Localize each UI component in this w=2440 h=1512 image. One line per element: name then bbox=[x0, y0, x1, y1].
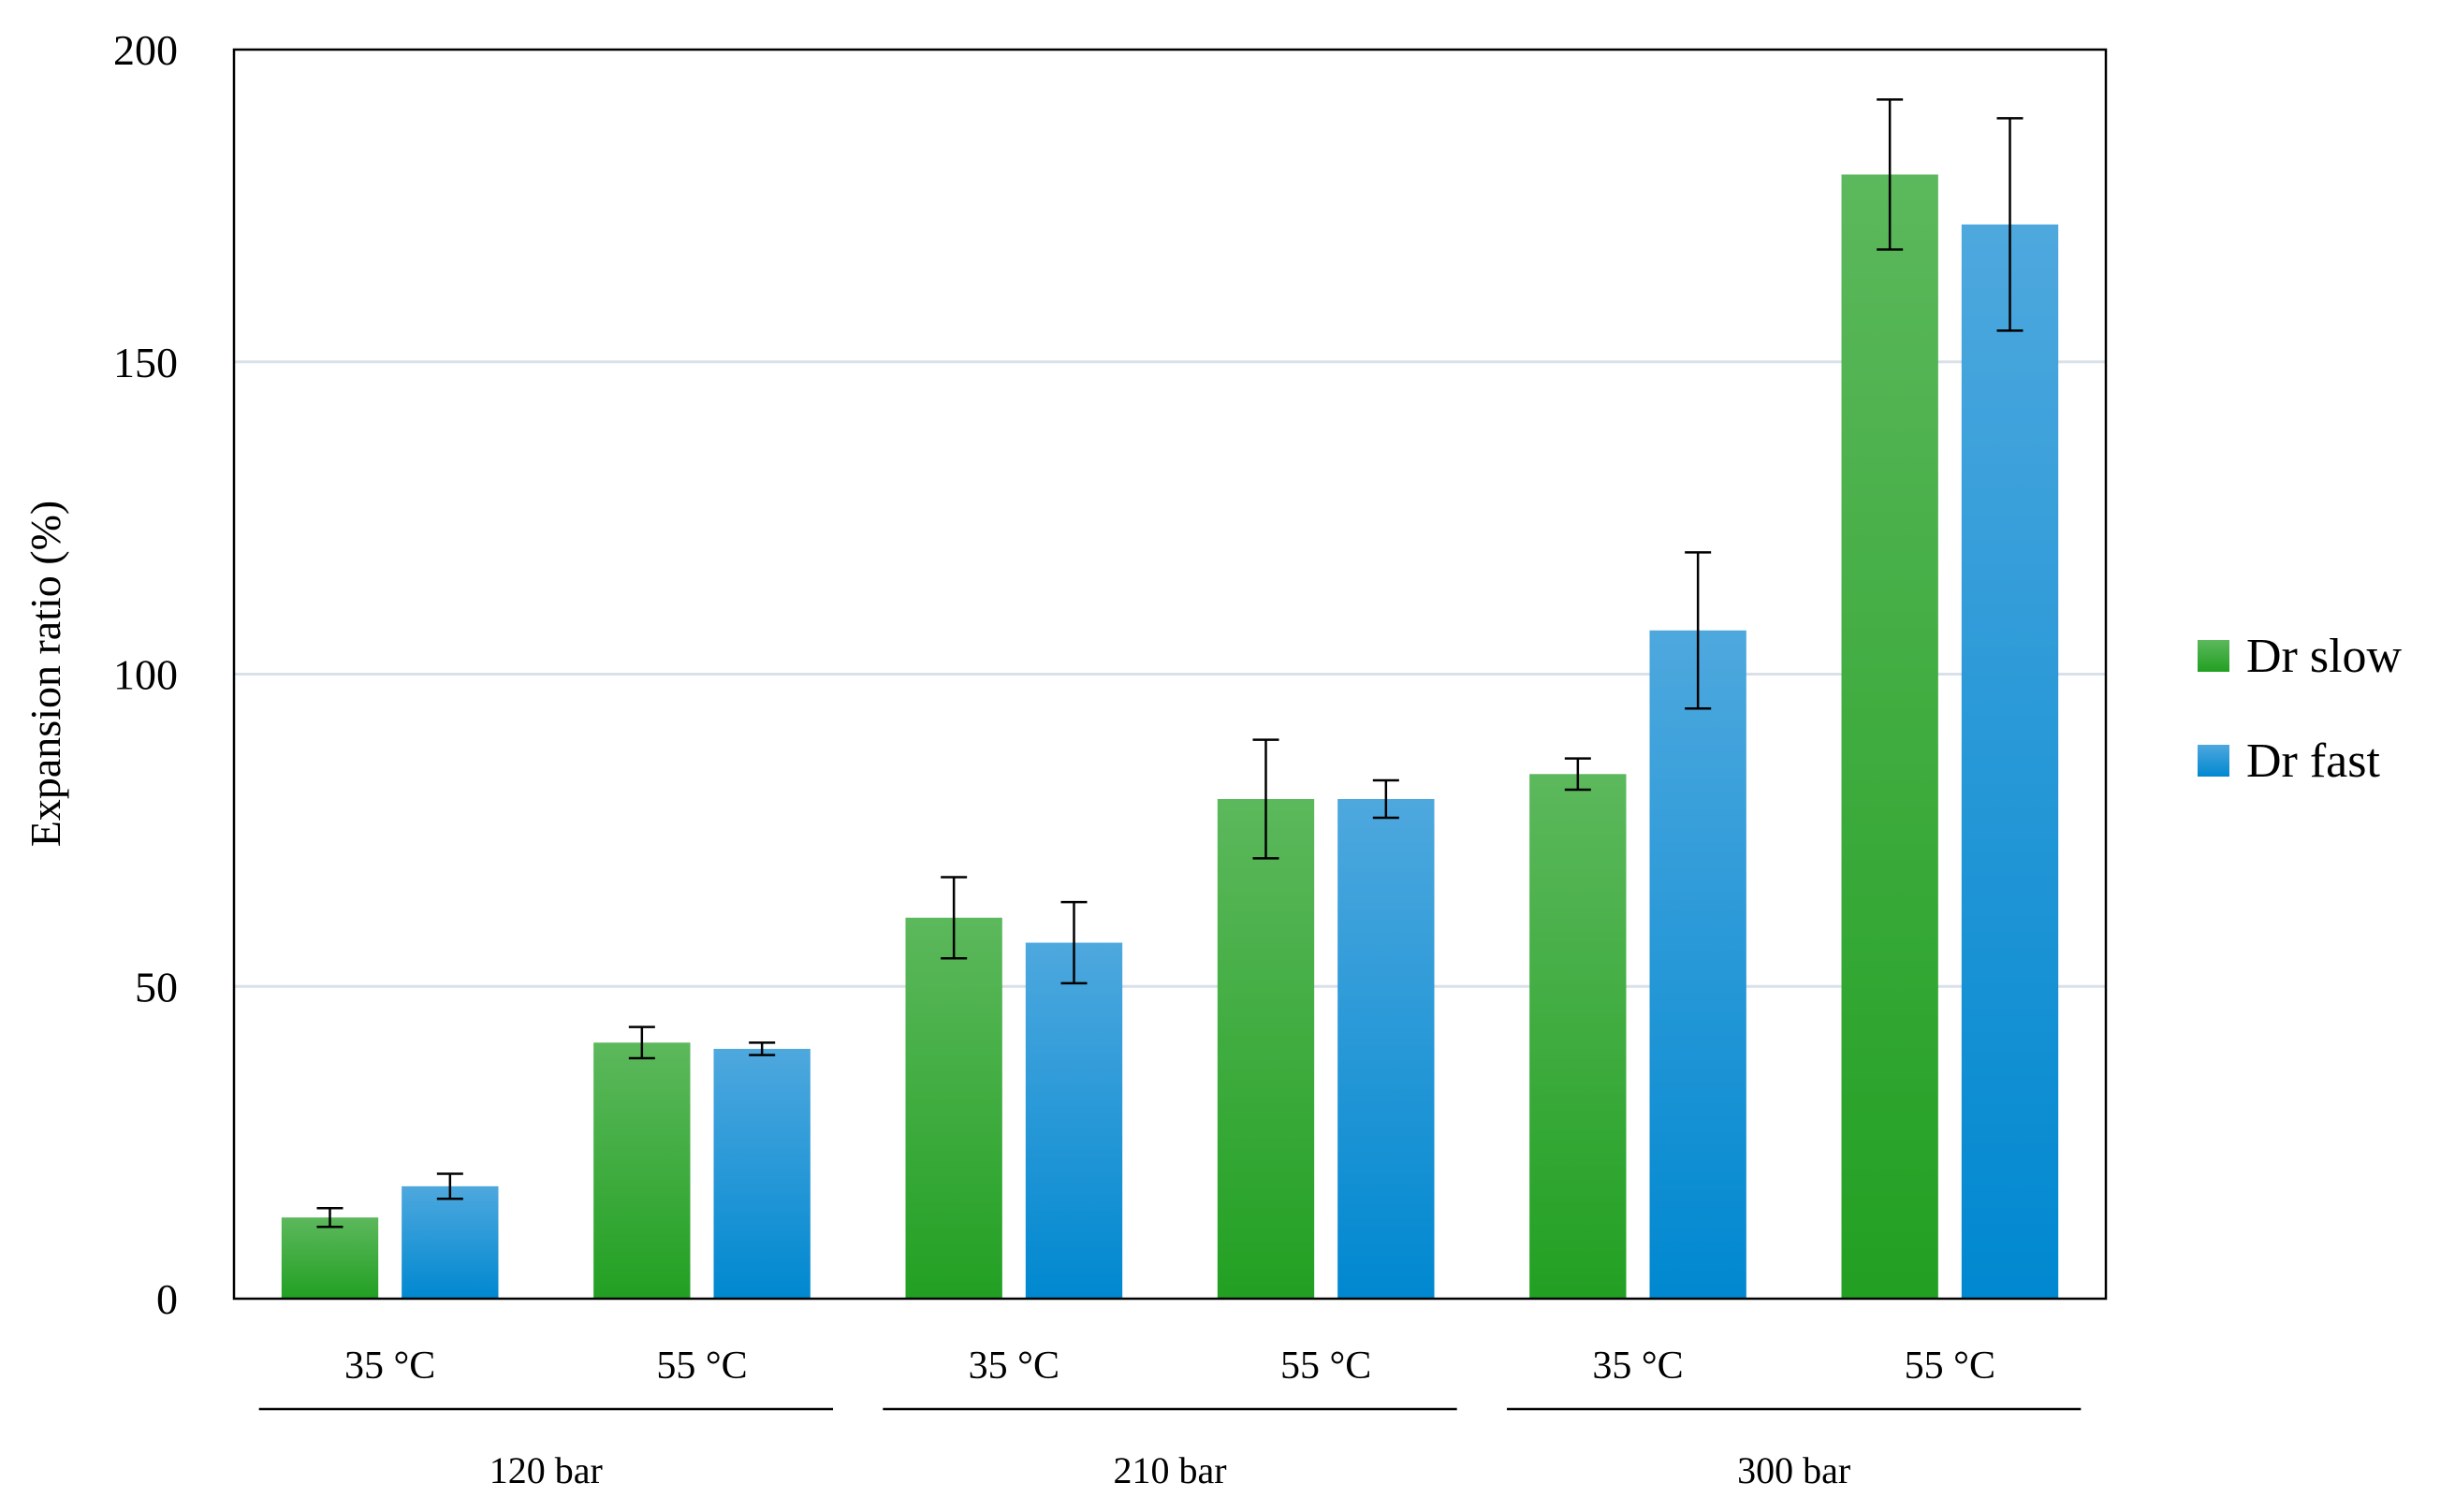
x-category-label: 35 °C bbox=[344, 1345, 435, 1388]
bar-dr-fast bbox=[1961, 224, 2059, 1299]
y-tick-label: 0 bbox=[156, 1275, 178, 1323]
y-tick-label: 200 bbox=[113, 26, 178, 74]
bar-dr-fast bbox=[1337, 799, 1435, 1299]
legend-swatch bbox=[2198, 745, 2229, 777]
bar-dr-fast bbox=[713, 1049, 811, 1299]
bar-dr-slow bbox=[281, 1217, 379, 1299]
x-group-label: 210 bar bbox=[1113, 1449, 1226, 1491]
x-category-label: 55 °C bbox=[656, 1345, 747, 1388]
y-tick-label: 100 bbox=[113, 651, 178, 699]
x-category-labels: 35 °C 55 °C 35 °C 55 °C 35 °C 55 °C bbox=[344, 1345, 1995, 1388]
x-group-label: 300 bar bbox=[1737, 1449, 1850, 1491]
bar-dr-slow bbox=[1217, 799, 1315, 1299]
x-category-label: 35 °C bbox=[969, 1345, 1059, 1388]
bar-dr-fast bbox=[1649, 630, 1746, 1299]
bar-dr-slow bbox=[1529, 774, 1627, 1299]
y-axis-label: Expansion ratio (%) bbox=[22, 501, 69, 847]
error-bars bbox=[316, 98, 2024, 1228]
legend-label: Dr slow bbox=[2246, 630, 2403, 683]
legend-label: Dr fast bbox=[2246, 734, 2381, 788]
y-tick-label: 150 bbox=[113, 339, 178, 386]
bar-dr-slow bbox=[1841, 174, 1938, 1299]
y-tick-labels: 0 50 100 150 200 bbox=[113, 26, 178, 1323]
y-tick-label: 50 bbox=[135, 963, 178, 1010]
x-group-labels: 120 bar 210 bar 300 bar bbox=[258, 1407, 2082, 1491]
bar-dr-slow bbox=[593, 1042, 691, 1299]
x-group-label: 120 bar bbox=[489, 1449, 603, 1491]
legend-swatch bbox=[2198, 640, 2229, 672]
bar-dr-fast bbox=[1025, 942, 1123, 1299]
plot-frame bbox=[232, 48, 2108, 1301]
x-category-label: 35 °C bbox=[1592, 1345, 1683, 1388]
x-category-label: 55 °C bbox=[1905, 1345, 1995, 1388]
bar-dr-slow bbox=[905, 917, 1002, 1299]
bars bbox=[281, 174, 2059, 1299]
legend: Dr slow Dr fast bbox=[2198, 630, 2403, 788]
bar-dr-fast bbox=[402, 1185, 499, 1299]
x-category-label: 55 °C bbox=[1280, 1345, 1371, 1388]
gridlines bbox=[234, 360, 2106, 988]
